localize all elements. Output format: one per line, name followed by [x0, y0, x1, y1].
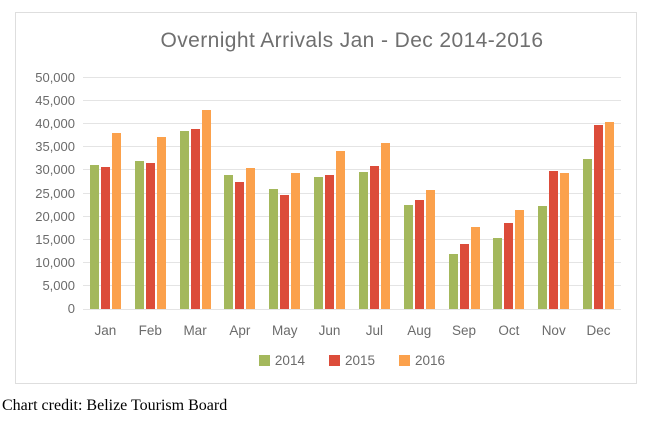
bar-2015-sep	[459, 243, 469, 309]
bar-2014-jan	[89, 164, 99, 309]
bar-2016-may	[291, 173, 301, 309]
bar-2014-jun	[314, 176, 324, 309]
gridline-0	[83, 309, 621, 310]
bar-group-aug	[397, 78, 442, 309]
gridline-35000	[83, 146, 621, 148]
bar-2014-may	[269, 188, 279, 309]
legend-label-2014: 2014	[274, 353, 305, 368]
gridline-50000	[83, 77, 621, 78]
bar-2016-apr	[246, 168, 256, 309]
bar-2016-jun	[336, 151, 346, 309]
x-label-may: May	[271, 323, 298, 338]
bar-2016-sep	[470, 226, 480, 309]
y-tick-label: 35,000	[35, 139, 75, 155]
y-tick-label: 30,000	[35, 162, 75, 178]
bars-row	[83, 78, 621, 309]
gridline-30000	[83, 169, 621, 171]
x-label-feb: Feb	[138, 323, 162, 338]
bar-group-oct	[486, 78, 531, 309]
y-tick-label: 40,000	[35, 116, 75, 132]
x-label-jul: Jul	[365, 323, 384, 338]
y-tick-label: 10,000	[35, 254, 75, 270]
bar-2015-feb	[145, 163, 155, 309]
legend-swatch-2015	[328, 355, 340, 366]
x-label-jan: Jan	[94, 323, 117, 338]
bar-2016-jan	[111, 132, 121, 309]
footer-credit: Chart credit: Belize Tourism Board	[2, 397, 228, 414]
bar-group-mar	[173, 78, 218, 309]
x-label-mar: Mar	[183, 323, 207, 338]
y-tick-label: 45,000	[35, 93, 75, 109]
bar-2015-mar	[190, 128, 200, 309]
legend-item-2016: 2016	[399, 353, 445, 368]
bar-2015-jun	[325, 174, 335, 309]
bar-group-jul	[352, 78, 397, 309]
legend-item-2015: 2015	[328, 353, 376, 368]
bar-2015-aug	[414, 199, 424, 309]
chart-title: Overnight Arrivals Jan - Dec 2014-2016	[160, 29, 544, 52]
y-tick-label: 25,000	[35, 185, 75, 201]
x-label-oct: Oct	[498, 323, 520, 338]
bar-2016-feb	[156, 136, 166, 309]
bar-2016-nov	[560, 172, 570, 309]
bar-group-feb	[128, 78, 173, 309]
y-tick-label: 0	[67, 301, 75, 316]
gridline-15000	[83, 238, 621, 240]
bar-2016-mar	[201, 109, 211, 309]
bar-2016-aug	[425, 190, 435, 309]
y-tick-label: 20,000	[35, 208, 75, 224]
bar-2016-dec	[605, 121, 615, 309]
bar-group-apr	[217, 78, 262, 309]
legend-swatch-2014	[258, 355, 270, 366]
x-label-apr: Apr	[229, 323, 251, 338]
bar-2015-jul	[369, 166, 379, 309]
x-label-sep: Sep	[452, 323, 477, 338]
bar-2015-oct	[504, 222, 514, 309]
y-axis: 0 5,000 10,000 15,000 20,000 25,000 30,000 35,0…	[16, 70, 75, 316]
bar-2015-dec	[594, 124, 604, 309]
bar-2014-jul	[358, 172, 368, 309]
bar-group-may	[262, 78, 307, 309]
bar-group-jan	[83, 78, 128, 309]
y-tick-label: 15,000	[35, 231, 75, 247]
legend-label-2015: 2015	[344, 353, 376, 368]
gridline-45000	[83, 100, 621, 102]
bar-2016-oct	[515, 209, 525, 309]
legend-label-2016: 2016	[415, 353, 446, 368]
bar-group-dec	[576, 78, 621, 309]
bar-group-sep	[442, 78, 487, 309]
bar-2014-apr	[224, 175, 234, 309]
bar-2015-jan	[100, 166, 110, 309]
legend-swatch-2016	[399, 355, 411, 366]
bar-2016-jul	[380, 143, 390, 309]
x-label-jun: Jun	[318, 323, 341, 338]
gridline-5000	[83, 284, 621, 286]
gridline-10000	[83, 261, 621, 263]
gridline-40000	[83, 123, 621, 125]
y-tick-label: 50,000	[35, 70, 75, 85]
bar-2015-apr	[235, 182, 245, 309]
x-label-nov: Nov	[541, 323, 566, 338]
bar-2014-oct	[493, 238, 503, 309]
x-label-dec: Dec	[586, 323, 611, 338]
bar-2014-mar	[179, 131, 189, 309]
bar-group-jun	[307, 78, 352, 309]
bar-2014-feb	[134, 161, 144, 309]
plot-area	[83, 77, 621, 310]
bar-group-nov	[531, 78, 576, 309]
chart-panel: Overnight Arrivals Jan - Dec 2014-2016 0…	[15, 12, 637, 384]
bar-2014-aug	[403, 204, 413, 309]
bar-2014-nov	[538, 205, 548, 309]
bar-2015-nov	[549, 170, 559, 309]
legend: 2014 2015 2016	[83, 353, 621, 368]
gridline-20000	[83, 215, 621, 217]
bar-2014-dec	[583, 158, 593, 309]
x-axis: Jan Feb Mar Apr May Jun Jul Aug Sep Oct Nov Dec	[83, 323, 621, 338]
bar-2015-may	[280, 195, 290, 309]
x-label-aug: Aug	[407, 323, 432, 338]
legend-item-2014: 2014	[258, 353, 305, 368]
y-tick-label: 5,000	[42, 277, 75, 293]
bar-2014-sep	[448, 254, 458, 309]
gridline-25000	[83, 192, 621, 194]
